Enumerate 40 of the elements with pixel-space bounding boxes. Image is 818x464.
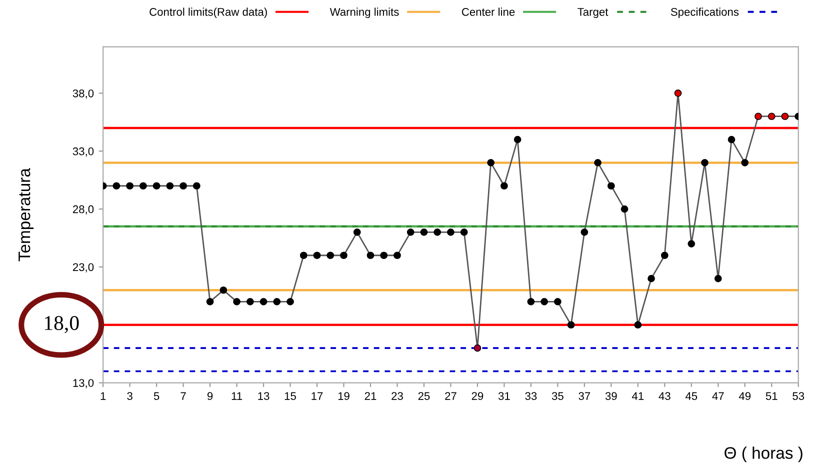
text: 18,0	[44, 316, 79, 334]
x-tick-label: 39	[605, 392, 617, 400]
x-tick-label: 35	[552, 392, 564, 400]
x-tick-label: 7	[180, 392, 186, 400]
x-tick-label: 13	[258, 392, 270, 400]
x-tick-label: 51	[766, 392, 778, 400]
x-tick-label: 21	[364, 392, 376, 400]
legend-label: Target	[578, 8, 608, 18]
x-tick-label: 19	[338, 392, 350, 400]
x-tick-label: 29	[472, 392, 484, 400]
x-tick-label: 17	[312, 392, 323, 400]
x-tick-label: 37	[578, 392, 590, 400]
x-tick-label: 33	[525, 392, 537, 400]
y-tick-label: 23,0	[72, 263, 94, 272]
x-tick-label: 15	[284, 392, 296, 400]
y-tick-label: 33,0	[72, 147, 94, 157]
x-tick-label: 3	[127, 392, 132, 400]
x-tick-label: 49	[738, 392, 751, 400]
x-tick-label: 23	[392, 392, 403, 400]
y-tick-label: 13,0	[73, 379, 94, 388]
x-tick-label: 9	[207, 392, 213, 400]
x-tick-label: 41	[632, 392, 644, 400]
x-tick-label: 47	[712, 392, 724, 400]
y-tick-label: 38,0	[72, 89, 94, 99]
legend-label: Specifications	[670, 8, 739, 18]
x-tick-label: 27	[445, 392, 456, 400]
x-tick-label: 53	[792, 392, 804, 400]
x-tick-label: 43	[658, 392, 670, 400]
x-tick-label: 5	[154, 392, 160, 400]
legend-label: Warning limits	[330, 8, 399, 18]
y-axis-title: Temperatura	[18, 168, 34, 262]
legend-label: Control limits(Raw data)	[150, 8, 267, 18]
x-tick-label: 31	[498, 392, 510, 400]
x-axis-title: Θ ( horas )	[724, 446, 802, 462]
x-tick-label: 1	[100, 392, 106, 400]
x-tick-label: 45	[685, 392, 698, 400]
legend-label: Center line	[462, 8, 515, 16]
x-tick-label: 25	[418, 392, 430, 400]
y-tick-label: 28,0	[72, 205, 94, 214]
x-tick-label: 11	[232, 392, 242, 400]
